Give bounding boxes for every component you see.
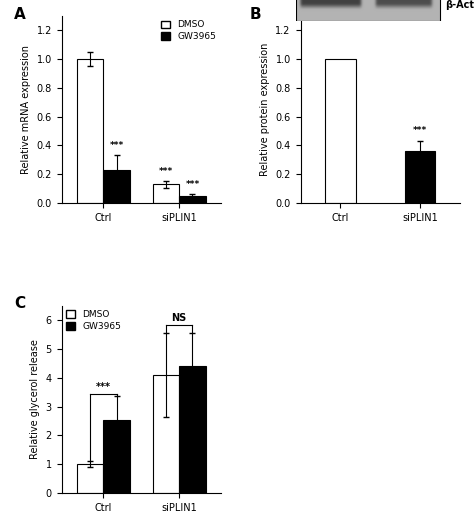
Bar: [153, 375, 179, 493]
Legend: DMSO, GW3965: DMSO, GW3965: [161, 21, 216, 41]
Bar: [405, 151, 435, 203]
Bar: [153, 184, 179, 203]
Text: ***: ***: [185, 180, 200, 189]
Text: NS: NS: [172, 313, 187, 323]
Y-axis label: Relative glycerol release: Relative glycerol release: [30, 339, 40, 460]
Text: ***: ***: [159, 166, 173, 175]
Text: C: C: [14, 296, 25, 312]
Bar: [103, 420, 130, 493]
Bar: [179, 366, 206, 493]
Bar: [103, 170, 130, 203]
Legend: DMSO, GW3965: DMSO, GW3965: [66, 311, 121, 331]
Y-axis label: Relative mRNA expression: Relative mRNA expression: [21, 45, 31, 174]
Text: β-Actin: β-Actin: [445, 0, 474, 10]
Bar: [179, 196, 206, 203]
Bar: [325, 59, 356, 203]
Text: ***: ***: [413, 126, 427, 135]
Text: ***: ***: [109, 142, 124, 151]
Bar: [77, 59, 103, 203]
Text: B: B: [249, 6, 261, 22]
Y-axis label: Relative protein expression: Relative protein expression: [260, 43, 270, 176]
Text: ***: ***: [96, 382, 111, 392]
Bar: [296, 0, 440, 21]
Text: A: A: [14, 6, 26, 22]
Bar: [77, 464, 103, 493]
